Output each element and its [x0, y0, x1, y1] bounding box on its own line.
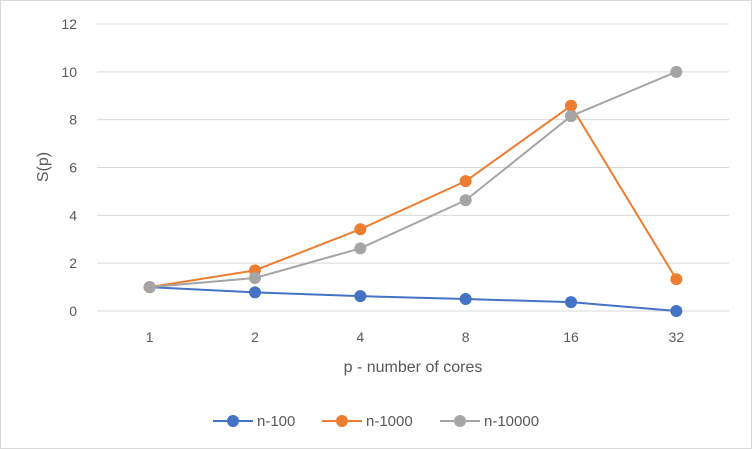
legend-swatch-marker	[336, 415, 348, 427]
data-point	[670, 65, 683, 78]
x-tick-label: 16	[563, 329, 579, 345]
legend-item: n-10000	[440, 413, 539, 430]
y-tick-label: 2	[69, 255, 77, 271]
y-tick-label: 4	[69, 207, 77, 223]
legend-item: n-1000	[322, 413, 413, 430]
data-point	[249, 271, 261, 284]
data-point	[459, 194, 472, 207]
data-point	[354, 242, 367, 255]
legend: n-100 n-1000 n-10000	[213, 413, 539, 430]
legend-label: n-100	[257, 413, 295, 430]
legend-label: n-10000	[484, 413, 539, 430]
series-n-10000	[143, 65, 683, 294]
data-point	[459, 293, 472, 306]
legend-swatch-marker	[454, 415, 466, 427]
legend-swatch-marker	[227, 415, 239, 427]
data-point	[143, 281, 156, 294]
y-tick-label: 12	[61, 16, 77, 32]
legend-label: n-1000	[366, 413, 413, 430]
legend-item: n-100	[213, 413, 295, 430]
data-point	[565, 110, 577, 123]
series-line	[149, 286, 677, 312]
data-point	[565, 99, 577, 112]
series-layer	[143, 65, 683, 317]
series-n-100	[143, 281, 683, 317]
x-tick-label: 8	[462, 329, 470, 345]
data-point	[354, 290, 367, 303]
data-point	[459, 175, 472, 188]
x-axis-title: p - number of cores	[344, 359, 483, 376]
series-line	[149, 70, 677, 289]
y-tick-label: 0	[69, 303, 77, 319]
data-point	[565, 296, 577, 309]
x-tick-label: 4	[356, 329, 364, 345]
y-axis-tick-labels: 0 2 4 6 8 10 12	[61, 16, 77, 319]
x-tick-label: 2	[251, 329, 259, 345]
y-axis-title: S(p)	[35, 152, 52, 182]
y-tick-label: 8	[69, 112, 77, 128]
x-axis-tick-labels: 1 2 4 8 16 32	[146, 329, 685, 345]
gridlines	[97, 23, 729, 312]
x-tick-label: 32	[669, 329, 685, 345]
series-n-1000	[143, 99, 683, 294]
y-tick-label: 10	[61, 64, 77, 80]
data-point	[670, 273, 683, 286]
x-tick-label: 1	[146, 329, 154, 345]
data-point	[670, 305, 683, 317]
y-tick-label: 6	[69, 160, 77, 176]
data-point	[249, 286, 261, 299]
data-point	[354, 223, 367, 236]
series-line	[149, 104, 678, 289]
